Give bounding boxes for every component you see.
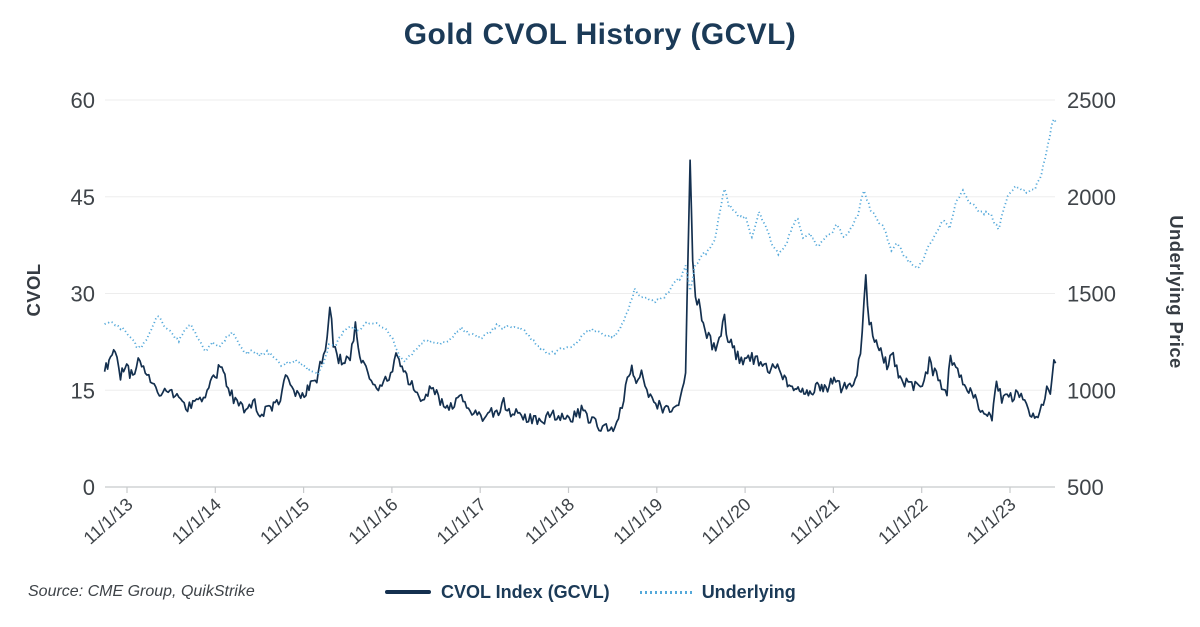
y-axis-tick-label-left: 45 [71,185,95,210]
x-axis-tick-label: 11/1/21 [786,494,843,548]
axis-label-layer: 11/1/13 11/1/14 11/1/15 11/1/16 11/1/17 11/1/… [71,88,1116,548]
cvol-legend-swatch [385,590,431,594]
x-axis-tick-label: 11/1/22 [874,494,931,548]
series-layer [103,117,1057,433]
y-axis-title-right: Underlying Price [1166,215,1187,368]
x-axis-tick-label: 11/1/15 [256,494,313,548]
y-axis-tick-label-right: 1000 [1067,378,1116,403]
x-axis-tick-label: 11/1/19 [609,494,666,548]
underlying-price-line [104,117,1057,377]
y-axis-tick-label-left: 0 [83,475,95,500]
y-axis-tick-label-right: 1500 [1067,282,1116,307]
grid-layer [105,99,1055,488]
x-axis-tick-label: 11/1/23 [963,494,1020,548]
underlying-legend-swatch [639,590,692,594]
source-note: Source: CME Group, QuikStrike [28,583,255,600]
x-axis-tick-label: 11/1/20 [698,494,755,548]
underlying-legend-label: Underlying [701,581,796,602]
y-axis-tick-label-right: 500 [1067,475,1104,500]
cvol-legend-label: CVOL Index (GCVL) [441,581,610,602]
x-axis-tick-label: 11/1/16 [345,494,402,548]
y-axis-tick-label-right: 2500 [1067,88,1116,113]
x-axis-tick-label: 11/1/17 [433,494,490,548]
x-axis-tick-label: 11/1/14 [168,494,225,548]
chart-title: Gold CVOL History (GCVL) [403,18,797,51]
y-axis-tick-label-left: 60 [71,88,95,113]
y-axis-tick-label-left: 30 [71,282,95,307]
y-axis-tick-label-left: 15 [71,378,95,403]
legend: CVOL Index (GCVL) Underlying [385,580,796,604]
cvol-index-line [103,159,1057,433]
y-axis-tick-label-right: 2000 [1067,185,1116,210]
x-axis-tick-label: 11/1/18 [521,494,578,548]
y-axis-title-left: CVOL [23,264,44,317]
x-axis-tick-label: 11/1/13 [80,494,137,548]
